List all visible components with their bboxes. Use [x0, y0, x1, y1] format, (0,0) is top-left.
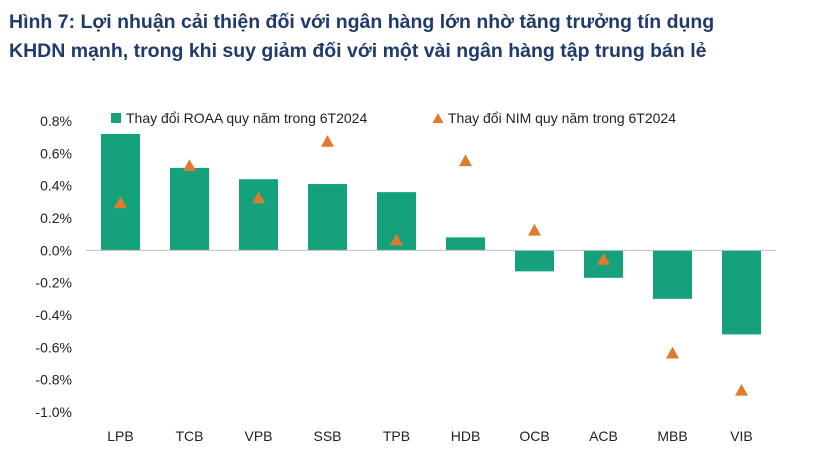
roaa-bar-mbb — [653, 250, 692, 299]
legend-swatch-roaa — [111, 113, 121, 123]
x-tick-label-tcb: TCB — [176, 428, 204, 444]
y-tick-label: 0.8% — [40, 113, 72, 129]
x-tick-label-vib: VIB — [730, 428, 753, 444]
nim-marker-lpb — [114, 196, 127, 209]
y-tick-label: 0.0% — [40, 242, 72, 258]
nim-marker-ssb — [321, 134, 334, 147]
x-tick-label-tpb: TPB — [383, 428, 410, 444]
roaa-bar-tcb — [170, 167, 209, 251]
roaa-bar-ocb — [515, 250, 554, 272]
x-axis: LPB TCB VPB SSB TPB HDB OCB ACB MBB VIB — [107, 428, 753, 444]
y-tick-label: -0.8% — [35, 372, 72, 388]
nim-markers — [114, 134, 748, 396]
x-tick-label-vpb: VPB — [244, 428, 272, 444]
roaa-bar-hdb — [446, 237, 485, 251]
y-tick-label: -0.6% — [35, 339, 72, 355]
y-tick-label: 0.2% — [40, 210, 72, 226]
x-tick-label-acb: ACB — [589, 428, 618, 444]
legend: Thay đổi ROAA quy năm trong 6T2024 Thay … — [111, 110, 676, 126]
chart-title-line-1: Hình 7: Lợi nhuận cải thiện đối với ngân… — [9, 11, 715, 33]
nim-marker-vpb — [252, 191, 265, 204]
y-tick-label: -0.2% — [35, 275, 72, 291]
y-tick-label: -0.4% — [35, 307, 72, 323]
nim-marker-vib — [735, 383, 748, 396]
legend-label-roaa: Thay đổi ROAA quy năm trong 6T2024 — [126, 110, 367, 126]
chart-title: Hình 7: Lợi nhuận cải thiện đối với ngân… — [9, 8, 809, 66]
y-tick-label: 0.6% — [40, 145, 72, 161]
roaa-bar-vpb — [239, 179, 278, 251]
roaa-bar-lpb — [101, 133, 140, 251]
nim-marker-ocb — [528, 223, 541, 236]
nim-marker-hdb — [459, 154, 472, 167]
legend-swatch-nim — [432, 113, 444, 123]
y-axis: 0.8% 0.6% 0.4% 0.2% 0.0% -0.2% -0.4% -0.6% -0.8%… — [35, 113, 72, 420]
nim-marker-tpb — [390, 233, 403, 246]
x-tick-label-lpb: LPB — [107, 428, 133, 444]
nim-marker-tcb — [183, 159, 196, 171]
roaa-bars — [101, 133, 761, 335]
x-tick-label-ssb: SSB — [313, 428, 341, 444]
x-tick-label-hdb: HDB — [451, 428, 481, 444]
nim-marker-acb — [597, 253, 610, 265]
nim-marker-mbb — [666, 346, 679, 359]
chart-title-line-2: KHDN mạnh, trong khi suy giảm đối với mộ… — [9, 40, 707, 62]
x-tick-label-mbb: MBB — [657, 428, 687, 444]
y-tick-label: -1.0% — [35, 404, 72, 420]
x-tick-label-ocb: OCB — [519, 428, 549, 444]
y-tick-label: 0.4% — [40, 178, 72, 194]
roaa-bar-vib — [722, 250, 761, 335]
roaa-bar-ssb — [308, 184, 347, 251]
legend-label-nim: Thay đổi NIM quy năm trong 6T2024 — [448, 110, 676, 126]
